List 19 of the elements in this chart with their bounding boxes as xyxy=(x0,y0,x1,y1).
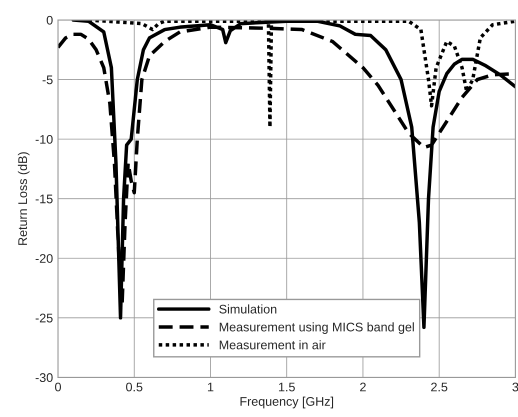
x-axis-title: Frequency [GHz] xyxy=(240,396,334,408)
y-tick-label: -15 xyxy=(36,194,53,204)
legend-label: Measurement in air xyxy=(220,340,326,350)
x-tick-label: 3 xyxy=(512,382,518,392)
legend-label: Measurement using MICS band gel xyxy=(220,322,414,334)
y-tick-label: 0 xyxy=(46,16,53,25)
legend-label: Simulation xyxy=(219,304,276,314)
x-tick-label: 0 xyxy=(55,382,62,392)
y-tick-label: -5 xyxy=(42,76,53,84)
x-tick-label: 2.5 xyxy=(431,382,448,392)
x-tick-label: 2 xyxy=(360,382,366,392)
x-tick-label: 1 xyxy=(208,382,214,392)
y-axis-title: Return Loss (dB) xyxy=(18,152,30,245)
x-tick-label: 1.5 xyxy=(278,382,295,392)
y-tick-label: -25 xyxy=(36,314,53,322)
y-tick-label: -30 xyxy=(36,373,53,382)
x-tick-label: 0.5 xyxy=(126,382,142,392)
y-tick-label: -10 xyxy=(36,134,53,144)
y-tick-label: -20 xyxy=(36,254,53,263)
